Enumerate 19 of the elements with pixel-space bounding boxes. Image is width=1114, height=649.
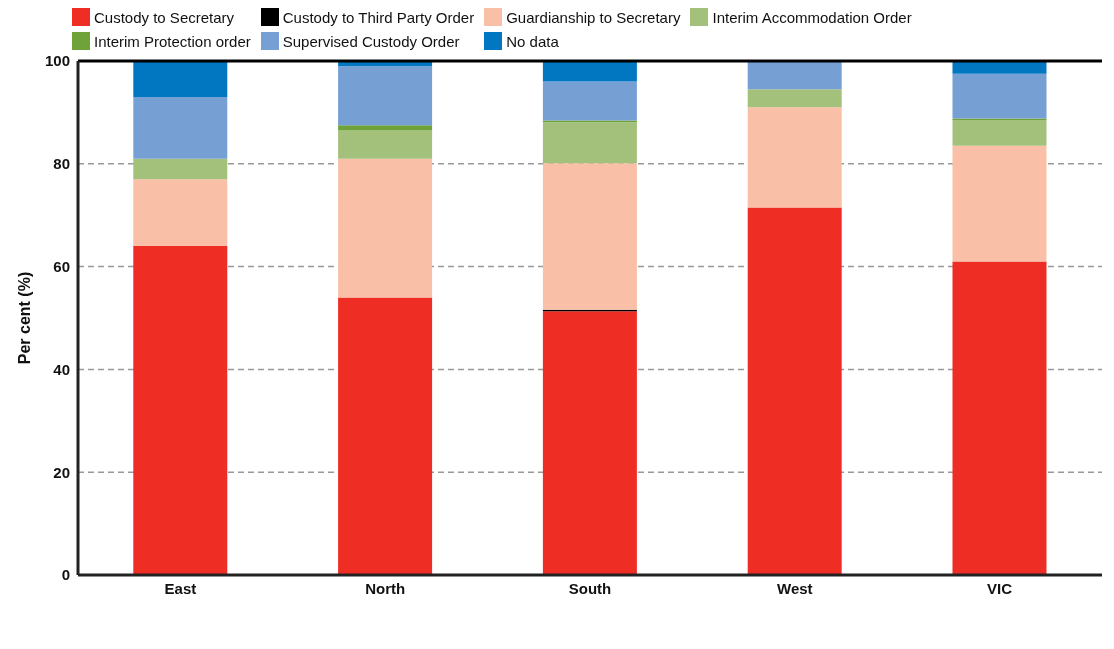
x-tick-label: South: [568, 579, 612, 597]
legend-label: Guardianship to Secretary: [506, 8, 681, 26]
y-tick-label: 0: [61, 566, 70, 584]
legend-label: Custody to Third Party Order: [282, 8, 475, 26]
y-tick-label: 20: [53, 463, 70, 481]
y-tick-label: 80: [53, 155, 70, 173]
y-tick-label: 40: [53, 360, 70, 378]
y-axis-title: Per cent (%): [15, 271, 33, 365]
legend-label: Interim Protection order: [94, 32, 251, 50]
x-tick-label: West: [777, 579, 813, 597]
y-tick-label: 60: [53, 257, 70, 275]
legend-label: No data: [506, 32, 559, 50]
legend-label: Supervised Custody Order: [282, 32, 460, 50]
x-tick-label: East: [164, 579, 197, 597]
legend-label: Interim Accommodation Order: [712, 8, 912, 26]
legend-label: Custody to Secretary: [94, 8, 235, 26]
x-tick-label: VIC: [987, 579, 1013, 597]
y-tick-label: 100: [44, 52, 70, 70]
x-tick-label: North: [365, 579, 406, 597]
